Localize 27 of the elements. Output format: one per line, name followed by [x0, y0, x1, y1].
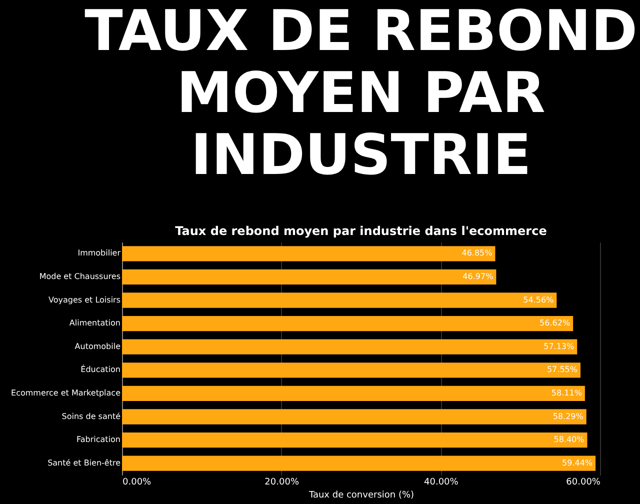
x-tick-label: 20.00% [264, 478, 300, 488]
chart-title: TAUX DE REBOND MOYEN PAR INDUSTRIE [84, 0, 638, 188]
data-label: 58.11% [551, 388, 582, 398]
y-tick-label: Soins de santé [62, 412, 121, 421]
x-tick-label: 40.00% [424, 478, 459, 488]
data-label: 46.97% [462, 272, 494, 281]
data-label: 59.44% [562, 458, 593, 468]
y-tick-label: Ecommerce et Marketplace [11, 388, 121, 398]
data-label: 46.85% [462, 248, 493, 258]
y-tick-label: Mode et Chaussures [39, 272, 120, 281]
y-tick-label: Alimentation [69, 318, 120, 328]
y-tick-label: Fabrication [76, 435, 120, 444]
data-label: 56.62% [540, 318, 570, 328]
y-tick-label: Éducation [80, 364, 120, 374]
y-tick-label: Automobile [74, 342, 121, 351]
y-tick-label: Immobilier [78, 248, 122, 258]
x-tick-label: 0.00% [122, 478, 152, 488]
y-tick-label: Santé et Bien-être [48, 458, 121, 468]
data-label: 57.13% [544, 342, 575, 351]
y-tick-label: Voyages et Loisirs [48, 295, 120, 304]
data-label: 58.29% [552, 412, 584, 421]
data-label: 58.40% [554, 435, 585, 444]
chart-subtitle: Taux de rebond moyen par industrie dans l'ecommerce [175, 224, 547, 238]
data-label: 57.55% [546, 365, 578, 374]
data-label: 54.56% [523, 295, 554, 304]
x-axis-title: Taux de conversion (%) [308, 490, 414, 500]
x-tick-label: 60.00% [566, 478, 601, 488]
